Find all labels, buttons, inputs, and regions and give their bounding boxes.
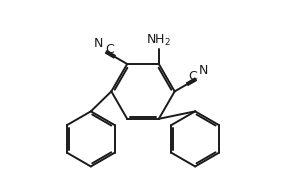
Text: N: N [94,37,104,50]
Text: NH$_2$: NH$_2$ [146,33,171,48]
Text: C: C [188,70,197,83]
Text: N: N [198,64,208,77]
Text: C: C [105,42,114,55]
